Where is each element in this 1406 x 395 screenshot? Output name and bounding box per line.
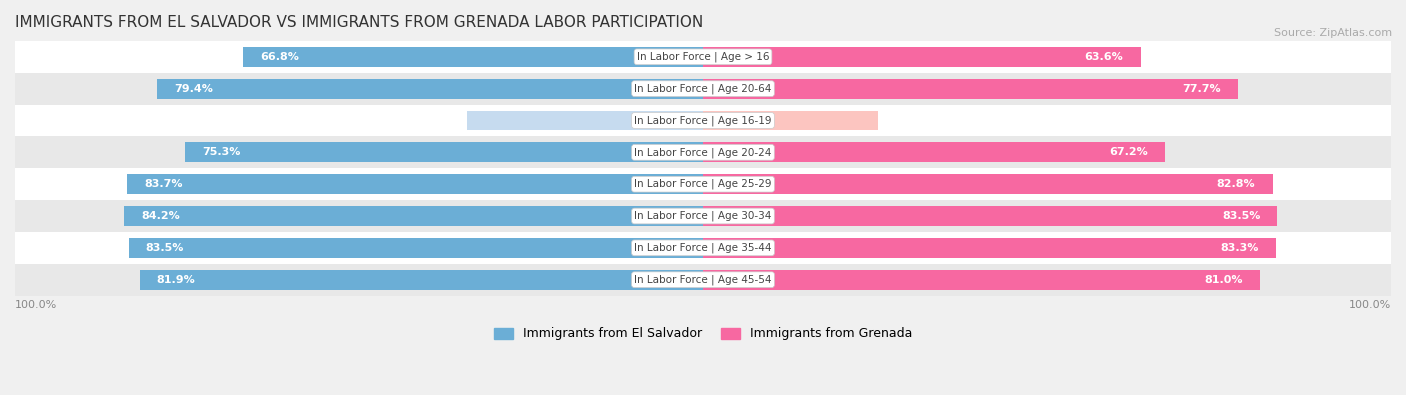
Text: 81.0%: 81.0% [1205, 275, 1243, 285]
Text: In Labor Force | Age 25-29: In Labor Force | Age 25-29 [634, 179, 772, 190]
Bar [156, 79, 703, 98]
Bar [467, 111, 703, 130]
Text: In Labor Force | Age 35-44: In Labor Force | Age 35-44 [634, 243, 772, 253]
Text: 79.4%: 79.4% [174, 84, 212, 94]
Text: In Labor Force | Age 20-24: In Labor Force | Age 20-24 [634, 147, 772, 158]
Text: 84.2%: 84.2% [141, 211, 180, 221]
Bar [0, 232, 1406, 264]
Text: 63.6%: 63.6% [1084, 52, 1123, 62]
Text: In Labor Force | Age 45-54: In Labor Force | Age 45-54 [634, 275, 772, 285]
Text: In Labor Force | Age 16-19: In Labor Force | Age 16-19 [634, 115, 772, 126]
Text: 75.3%: 75.3% [202, 147, 240, 157]
Text: 66.8%: 66.8% [260, 52, 299, 62]
Text: 100.0%: 100.0% [15, 301, 58, 310]
Bar [0, 200, 1406, 232]
Bar [703, 174, 1272, 194]
Bar [0, 168, 1406, 200]
Text: 83.5%: 83.5% [146, 243, 184, 253]
Bar [703, 270, 1260, 290]
Text: In Labor Force | Age > 16: In Labor Force | Age > 16 [637, 52, 769, 62]
Bar [0, 264, 1406, 295]
Text: 81.9%: 81.9% [156, 275, 195, 285]
Bar [186, 143, 703, 162]
Bar [0, 41, 1406, 73]
Bar [703, 143, 1166, 162]
Text: 83.3%: 83.3% [1220, 243, 1258, 253]
Text: In Labor Force | Age 30-34: In Labor Force | Age 30-34 [634, 211, 772, 221]
Text: 82.8%: 82.8% [1216, 179, 1256, 189]
Bar [0, 136, 1406, 168]
Text: 83.5%: 83.5% [1222, 211, 1260, 221]
Bar [703, 238, 1277, 258]
Bar [243, 47, 703, 67]
Bar [703, 206, 1278, 226]
Bar [0, 105, 1406, 136]
Bar [128, 238, 703, 258]
Text: 77.7%: 77.7% [1182, 84, 1220, 94]
Bar [703, 79, 1237, 98]
Bar [0, 73, 1406, 105]
Text: 100.0%: 100.0% [1348, 301, 1391, 310]
Bar [127, 174, 703, 194]
Text: IMMIGRANTS FROM EL SALVADOR VS IMMIGRANTS FROM GRENADA LABOR PARTICIPATION: IMMIGRANTS FROM EL SALVADOR VS IMMIGRANT… [15, 15, 703, 30]
Text: 67.2%: 67.2% [1109, 147, 1149, 157]
Text: Source: ZipAtlas.com: Source: ZipAtlas.com [1274, 28, 1392, 38]
Bar [139, 270, 703, 290]
Bar [703, 111, 877, 130]
Bar [124, 206, 703, 226]
Text: 83.7%: 83.7% [145, 179, 183, 189]
Bar [703, 47, 1140, 67]
Legend: Immigrants from El Salvador, Immigrants from Grenada: Immigrants from El Salvador, Immigrants … [489, 322, 917, 346]
Text: In Labor Force | Age 20-64: In Labor Force | Age 20-64 [634, 83, 772, 94]
Text: 25.4%: 25.4% [720, 115, 759, 126]
Text: 34.3%: 34.3% [647, 115, 686, 126]
